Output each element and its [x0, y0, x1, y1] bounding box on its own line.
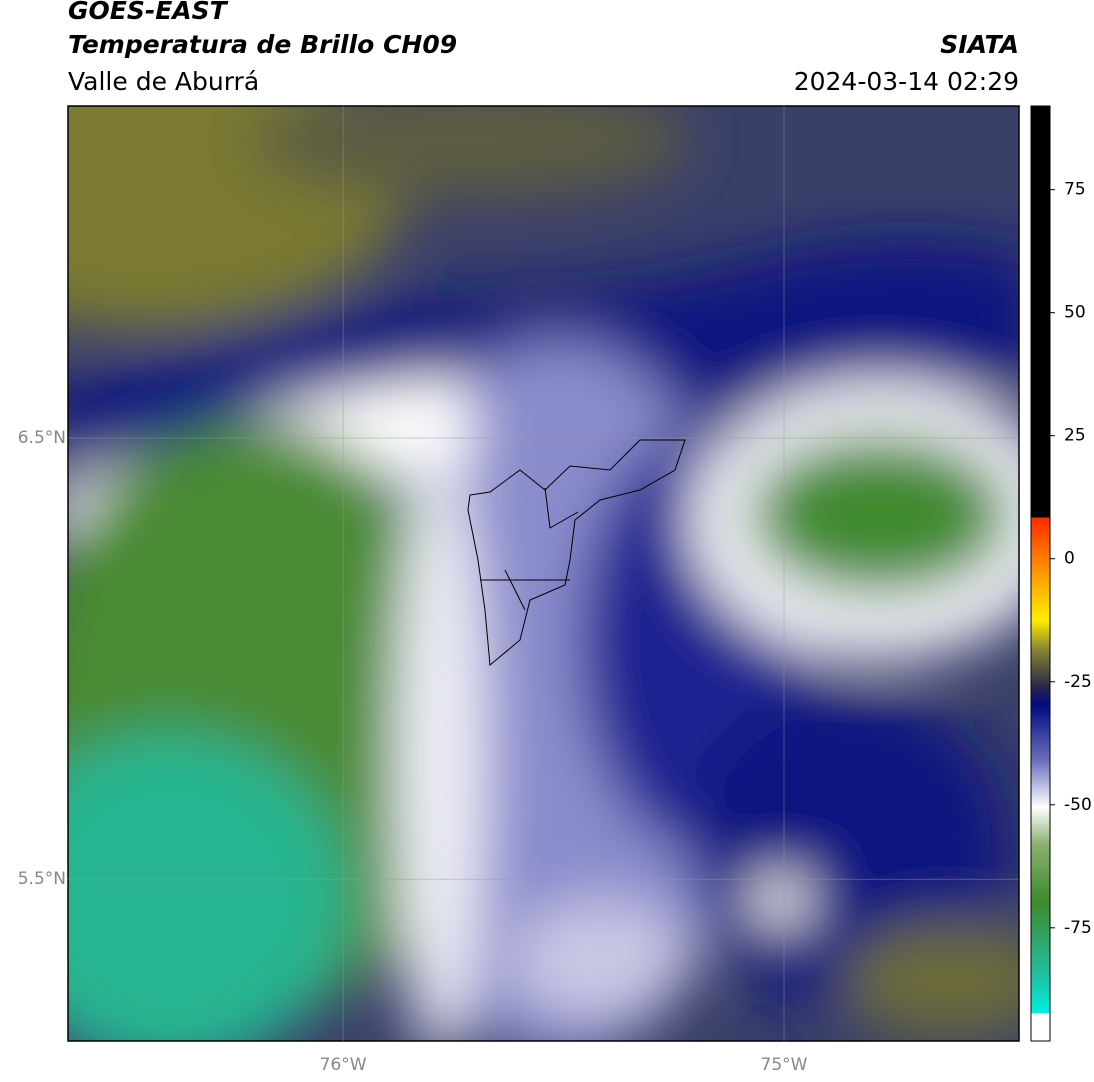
map-frame: [67, 105, 1020, 1042]
datetime: 2024-03-14 02:29: [794, 67, 1019, 96]
source: SIATA: [940, 30, 1019, 59]
colorbar-label: 75: [1064, 180, 1086, 200]
colorbar-label: 0: [1064, 549, 1075, 569]
subtitle: Temperatura de Brillo CH09: [68, 30, 457, 59]
colorbar-label: -75: [1064, 918, 1092, 938]
lat-label: 6.5°N: [18, 428, 66, 448]
colorbar-label: 25: [1064, 426, 1086, 446]
title: GOES-EAST: [68, 0, 229, 25]
colorbar-label: -50: [1064, 795, 1092, 815]
lon-label: 75°W: [761, 1055, 808, 1075]
colorbar-label: -25: [1064, 672, 1092, 692]
municipal-boundaries: [467, 439, 686, 666]
region: Valle de Aburrá: [68, 67, 259, 96]
lat-label: 5.5°N: [18, 869, 66, 889]
lon-label: 76°W: [320, 1055, 367, 1075]
colorbar: [1030, 105, 1051, 1042]
satellite-image: [68, 106, 1019, 1041]
colorbar-label: 50: [1064, 303, 1086, 323]
